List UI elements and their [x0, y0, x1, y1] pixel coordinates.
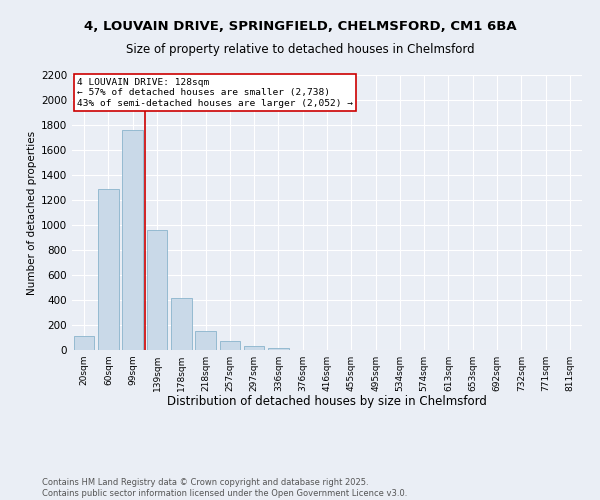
- Bar: [171, 298, 191, 350]
- Text: 4 LOUVAIN DRIVE: 128sqm
← 57% of detached houses are smaller (2,738)
43% of semi: 4 LOUVAIN DRIVE: 128sqm ← 57% of detache…: [77, 78, 353, 108]
- Bar: [220, 342, 240, 350]
- Bar: [268, 348, 289, 350]
- Bar: [122, 130, 143, 350]
- Bar: [195, 331, 216, 350]
- Bar: [98, 190, 119, 350]
- Y-axis label: Number of detached properties: Number of detached properties: [27, 130, 37, 294]
- Bar: [146, 230, 167, 350]
- X-axis label: Distribution of detached houses by size in Chelmsford: Distribution of detached houses by size …: [167, 396, 487, 408]
- Bar: [74, 336, 94, 350]
- Text: Contains HM Land Registry data © Crown copyright and database right 2025.
Contai: Contains HM Land Registry data © Crown c…: [42, 478, 407, 498]
- Text: Size of property relative to detached houses in Chelmsford: Size of property relative to detached ho…: [125, 42, 475, 56]
- Text: 4, LOUVAIN DRIVE, SPRINGFIELD, CHELMSFORD, CM1 6BA: 4, LOUVAIN DRIVE, SPRINGFIELD, CHELMSFOR…: [83, 20, 517, 33]
- Bar: [244, 346, 265, 350]
